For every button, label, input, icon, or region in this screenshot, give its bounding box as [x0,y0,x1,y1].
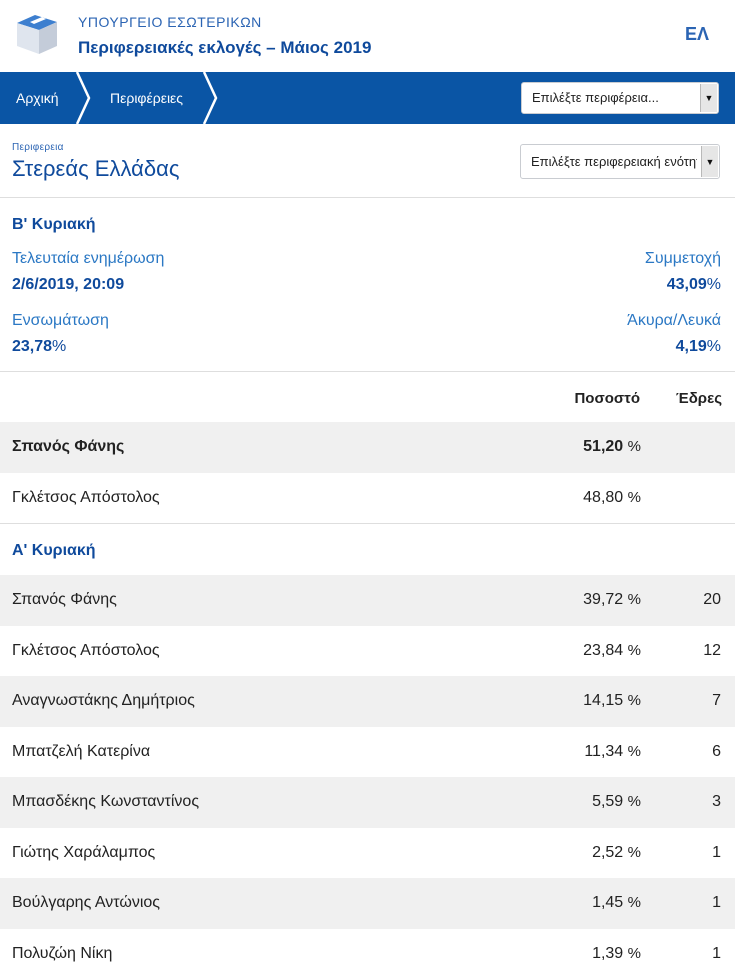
candidate-percent: 11,34 % [584,727,641,778]
candidate-name: Μπασδέκης Κωνσταντίνος [12,777,199,828]
candidate-name: Σπανός Φάνης [12,422,124,473]
table-row[interactable]: Γκλέτσος Απόστολος 23,84 % 12 [0,626,735,677]
candidate-seats: 20 [703,575,721,626]
table-row[interactable]: Γκλέτσος Απόστολος 48,80 % [0,473,735,524]
second-round-title: Β' Κυριακή [12,216,96,234]
regional-unit-select-value: Επιλέξτε περιφερειακή ενότητα [531,145,697,178]
table-row[interactable]: Σπανός Φάνης 39,72 % 20 [0,575,735,626]
chevron-down-icon[interactable]: ▼ [700,84,717,112]
region-label: Περιφερεια [12,142,64,153]
breadcrumb-bar: Αρχική Περιφέρειες Επιλέξτε περιφέρεια..… [0,72,735,124]
language-switch[interactable]: ΕΛ [685,24,709,45]
candidate-seats: 6 [712,727,721,778]
second-round-summary: Β' Κυριακή Τελευταία ενημέρωση 2/6/2019,… [0,198,735,372]
integration-value: 23,78% [12,338,66,356]
turnout-value: 43,09% [667,276,721,294]
candidate-seats: 1 [712,878,721,929]
chevron-right-icon [202,72,220,124]
table-row[interactable]: Βούλγαρης Αντώνιος 1,45 % 1 [0,878,735,929]
first-round-header: Α' Κυριακή [0,523,735,575]
column-header-seats: Έδρες [676,390,722,407]
table-row[interactable]: Γιώτης Χαράλαμπος 2,52 % 1 [0,828,735,879]
candidate-name: Γκλέτσος Απόστολος [12,473,160,524]
candidate-percent: 39,72 % [583,575,641,626]
invalid-blank-label: Άκυρα/Λευκά [627,312,721,330]
table-row[interactable]: Μπατζελή Κατερίνα 11,34 % 6 [0,727,735,778]
candidate-percent: 1,45 % [592,878,641,929]
election-title: Περιφερειακές εκλογές – Μάιος 2019 [78,38,371,58]
candidate-seats: 3 [712,777,721,828]
results-column-headers: Ποσοστό Έδρες [0,372,735,422]
table-row[interactable]: Σπανός Φάνης 51,20 % [0,422,735,473]
region-name: Στερεάς Ελλάδας [12,156,179,182]
candidate-name: Γκλέτσος Απόστολος [12,626,160,677]
ballot-box-icon[interactable] [14,10,60,56]
candidate-name: Γιώτης Χαράλαμπος [12,828,155,879]
candidate-percent: 48,80 % [583,473,641,524]
table-row[interactable]: Μπασδέκης Κωνσταντίνος 5,59 % 3 [0,777,735,828]
candidate-percent: 2,52 % [592,828,641,879]
candidate-name: Αναγνωστάκης Δημήτριος [12,676,195,727]
chevron-down-icon[interactable]: ▼ [701,146,718,177]
candidate-seats: 1 [712,828,721,879]
breadcrumb-regions[interactable]: Περιφέρειες [110,72,183,124]
ministry-name: ΥΠΟΥΡΓΕΙΟ ΕΣΩΤΕΡΙΚΩΝ [78,14,262,30]
last-update-value: 2/6/2019, 20:09 [12,276,124,294]
column-header-percent: Ποσοστό [574,390,640,407]
last-update-label: Τελευταία ενημέρωση [12,250,164,268]
turnout-label: Συμμετοχή [645,250,721,268]
candidate-name: Σπανός Φάνης [12,575,117,626]
candidate-percent: 23,84 % [583,626,641,677]
candidate-percent: 1,39 % [592,929,641,979]
table-row[interactable]: Πολυζώη Νίκη 1,39 % 1 [0,929,735,979]
regional-unit-select[interactable]: Επιλέξτε περιφερειακή ενότητα ▼ [520,144,720,179]
integration-label: Ενσωμάτωση [12,312,109,330]
candidate-seats: 7 [712,676,721,727]
region-select[interactable]: Επιλέξτε περιφέρεια... ▼ [521,82,719,114]
candidate-name: Μπατζελή Κατερίνα [12,727,150,778]
candidate-percent: 5,59 % [592,777,641,828]
candidate-percent: 51,20 % [583,422,641,473]
candidate-name: Πολυζώη Νίκη [12,929,112,979]
invalid-blank-value: 4,19% [676,338,721,356]
chevron-right-icon [75,72,93,124]
candidate-percent: 14,15 % [583,676,641,727]
candidate-name: Βούλγαρης Αντώνιος [12,878,160,929]
breadcrumb-home[interactable]: Αρχική [16,72,59,124]
region-header: Περιφερεια Στερεάς Ελλάδας Επιλέξτε περι… [0,124,735,198]
first-round-title: Α' Κυριακή [12,542,96,560]
table-row[interactable]: Αναγνωστάκης Δημήτριος 14,15 % 7 [0,676,735,727]
site-header: ΥΠΟΥΡΓΕΙΟ ΕΣΩΤΕΡΙΚΩΝ Περιφερειακές εκλογ… [0,0,735,72]
candidate-seats: 12 [703,626,721,677]
candidate-seats: 1 [712,929,721,979]
region-select-value: Επιλέξτε περιφέρεια... [532,83,696,113]
